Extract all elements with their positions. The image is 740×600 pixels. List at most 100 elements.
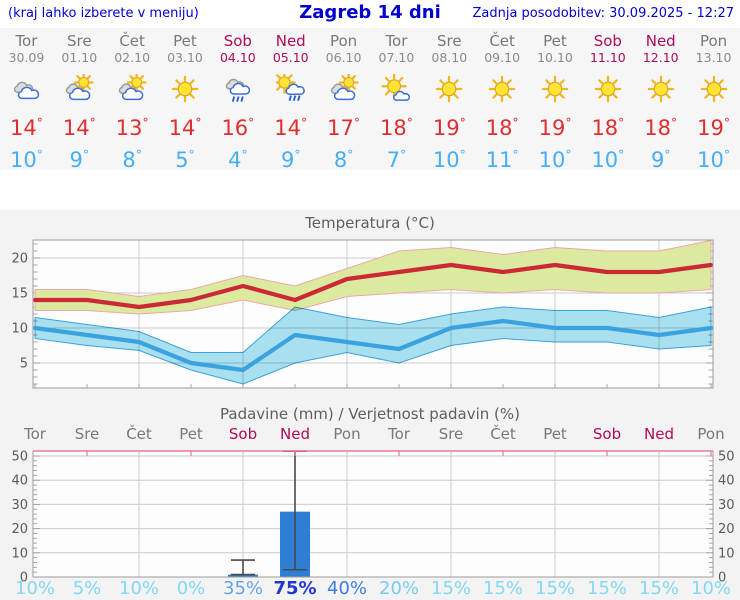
precip-day-label: Pet: [543, 425, 567, 443]
precip-day-label: Ned: [644, 425, 674, 443]
day-date: 09.10: [484, 50, 521, 65]
day-name: Čet: [119, 32, 145, 50]
day-name: Sob: [223, 32, 252, 50]
precip-y-axis-label-right: 10: [718, 546, 735, 561]
precip-y-axis-label-left: 20: [11, 522, 28, 537]
precip-day-label: Ned: [280, 425, 310, 443]
day-date: 11.10: [589, 50, 626, 65]
day-name: Sre: [436, 32, 462, 50]
precip-probability: 75%: [273, 578, 317, 599]
forecast-day-column: Tor 07.10 18° 7°: [370, 28, 423, 173]
precipitation-probability-row: 10% 5% 10% 0% 35% 75% 40% 20% 15% 15% 15% 15% 15% 10%: [0, 578, 740, 600]
max-temperature: 19°: [432, 116, 466, 140]
day-date: 12.10: [642, 50, 679, 65]
forecast-day-column: Čet 02.10 13° 8°: [106, 28, 159, 173]
last-update-text: Zadnja posodobitev: 30.09.2025 - 12:27: [472, 6, 734, 21]
sun-rain-icon: [275, 74, 305, 101]
min-temperature: 9°: [69, 148, 89, 172]
min-temperature: 4°: [228, 148, 248, 172]
forecast-day-column: Pon 13.10 19° 10°: [687, 28, 740, 173]
temp-y-axis-label: 5: [20, 357, 28, 372]
day-date: 05.10: [272, 50, 309, 65]
day-date: 10.10: [537, 50, 573, 65]
rain-icon: [225, 78, 250, 102]
day-date: 04.10: [219, 50, 256, 65]
sunny-icon: [647, 75, 674, 103]
day-name: Pon: [329, 32, 358, 50]
forecast-day-column: Ned 12.10 18° 9°: [634, 28, 687, 173]
precip-probability: 15%: [638, 578, 680, 599]
precip-probability: 15%: [534, 578, 576, 599]
precip-y-axis-label-left: 0: [20, 571, 28, 586]
precip-day-label: Čet: [490, 425, 516, 443]
min-temperature: 11°: [485, 148, 519, 172]
min-temperature: 7°: [386, 148, 407, 172]
precip-probability: 5%: [72, 578, 102, 599]
partly-cloudy-icon: [65, 74, 94, 101]
min-temperature: 5°: [175, 148, 195, 172]
min-temperature: 9°: [650, 148, 671, 172]
forecast-day-column: Sre 08.10 19° 10°: [423, 28, 476, 173]
max-temperature: 19°: [538, 116, 572, 140]
max-temperature: 18°: [485, 116, 519, 140]
max-temperature: 14°: [62, 116, 96, 140]
mostly-sunny-icon: [381, 74, 411, 101]
precip-probability: 15%: [482, 578, 524, 599]
page-title: Zagreb 14 dni: [299, 2, 441, 23]
min-temperature: 10°: [432, 148, 466, 172]
min-temperature: 8°: [333, 148, 354, 172]
temperature-chart-title: Temperatura (°C): [305, 214, 435, 232]
day-name: Pet: [173, 32, 197, 50]
page-header: (kraj lahko izberete v meniju) Zagreb 14…: [0, 0, 740, 28]
max-temperature: 17°: [327, 116, 360, 140]
day-date: 02.10: [114, 50, 151, 65]
precip-day-label: Pon: [697, 425, 725, 443]
day-name: Pet: [543, 32, 567, 50]
forecast-day-column: Pon 06.10 17° 8°: [317, 28, 370, 173]
max-temperature: 14°: [10, 116, 43, 140]
day-date: 01.10: [61, 50, 98, 65]
day-name: Sre: [66, 32, 92, 50]
precip-day-label: Tor: [24, 425, 46, 443]
sunny-icon: [541, 75, 569, 103]
precip-probability: 40%: [326, 578, 368, 599]
max-temperature: 13°: [115, 116, 149, 140]
precip-y-axis-label-left: 40: [11, 474, 28, 489]
day-date: 07.10: [378, 50, 415, 65]
min-temperature: 10°: [10, 148, 43, 172]
forecast-day-column: Sob 11.10 18° 10°: [581, 28, 634, 173]
sunny-icon: [488, 75, 516, 103]
partly-cloudy-icon: [330, 74, 359, 101]
temperature-chart: 5 10 15 20: [11, 239, 714, 389]
precipitation-day-labels: Tor Sre Čet Pet Sob Ned Pon Tor Sre Čet Pet Sob Ned P…: [0, 425, 740, 445]
day-date: 08.10: [431, 50, 468, 65]
forecast-day-column: Čet 09.10 18° 11°: [476, 28, 529, 173]
partly-cloudy-icon: [118, 74, 147, 101]
day-date: 06.10: [325, 50, 362, 65]
sunny-icon: [700, 75, 727, 103]
forecast-day-column: Pet 03.10 14° 5°: [159, 28, 212, 173]
precip-probability: 0%: [176, 578, 206, 599]
precip-day-label: Sob: [592, 425, 622, 443]
max-temperature: 19°: [697, 116, 730, 140]
day-name: Čet: [489, 32, 515, 50]
precip-y-axis-label-right: 40: [718, 474, 735, 489]
precip-probability: 20%: [378, 578, 420, 599]
forecast-day-column: Ned 05.10 14° 9°: [264, 28, 317, 173]
day-name: Sob: [593, 32, 622, 50]
precip-y-axis-label-right: 0: [718, 571, 726, 586]
forecast-day-column: Sre 01.10 14° 9°: [53, 28, 106, 173]
max-temperature: 16°: [221, 116, 255, 140]
precip-day-label: Sre: [74, 425, 100, 443]
precip-bar: [228, 574, 258, 577]
precip-probability: 15%: [586, 578, 628, 599]
max-temperature: 18°: [591, 116, 625, 140]
day-name: Ned: [645, 32, 676, 50]
day-name: Tor: [385, 32, 408, 50]
precip-y-axis-label-left: 50: [11, 450, 28, 465]
precip-y-axis-label-left: 30: [11, 498, 28, 513]
max-temperatura-line: [32, 262, 714, 310]
day-date: 03.10: [167, 50, 203, 65]
precip-y-axis-label-right: 50: [718, 450, 735, 465]
